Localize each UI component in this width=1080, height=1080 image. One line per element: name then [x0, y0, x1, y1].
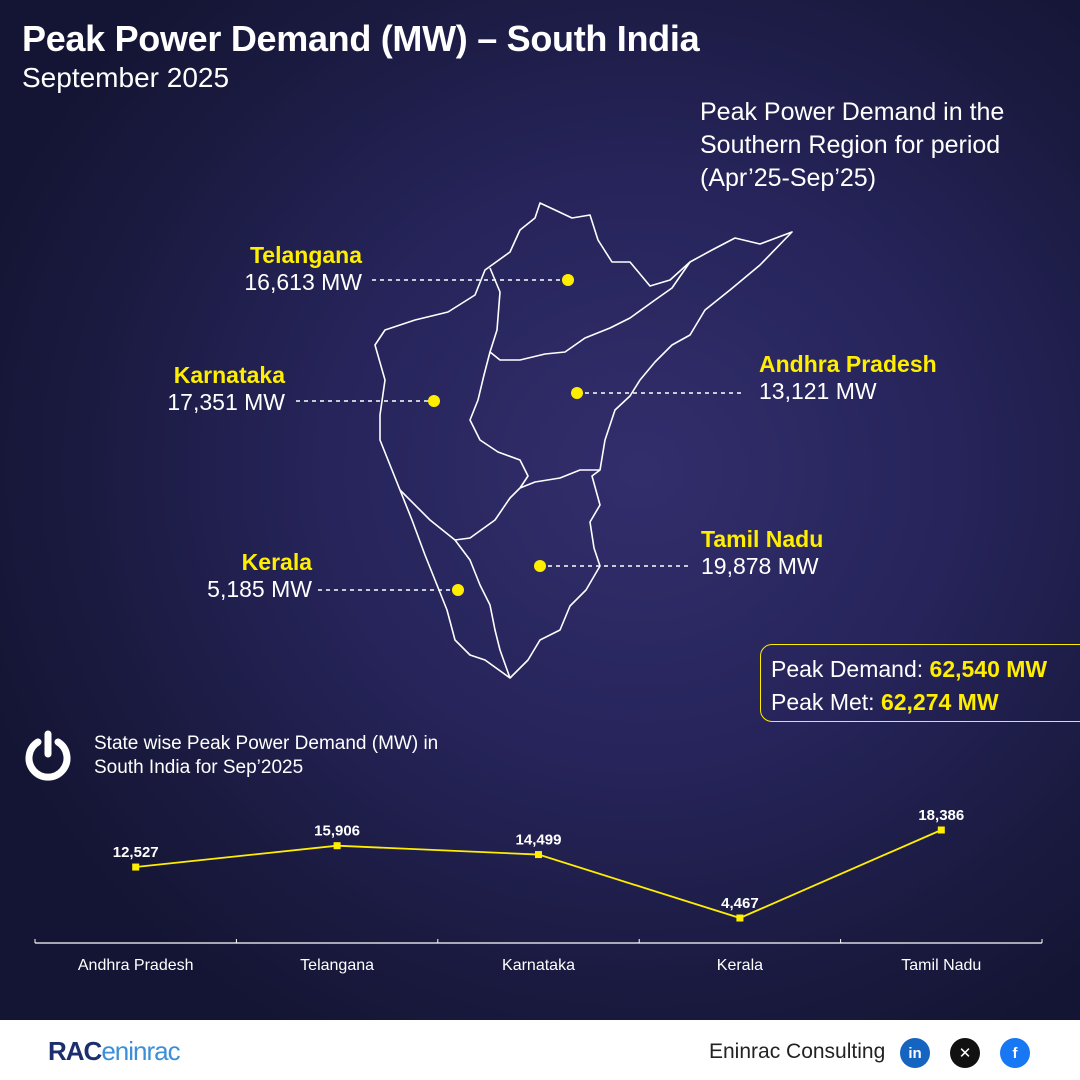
- logo-sub: eninrac: [101, 1036, 180, 1066]
- category-label: Telangana: [300, 957, 374, 974]
- border-karnataka-kerala: [399, 487, 521, 541]
- karnataka-name: Karnataka: [173, 362, 285, 388]
- data-point: [333, 842, 341, 850]
- period-note: Peak Power Demand in the Southern Region…: [700, 98, 1005, 192]
- data-point: [736, 914, 744, 922]
- tamil-dot: [534, 560, 546, 572]
- logo-main: RAC: [48, 1036, 102, 1066]
- line-chart-title: State wise Peak Power Demand (MW) in Sou…: [94, 733, 439, 778]
- linkedin-icon[interactable]: in: [900, 1038, 930, 1068]
- data-point: [937, 826, 945, 834]
- andhra-value: 13,121 MW: [759, 378, 877, 404]
- x-icon[interactable]: ✕: [950, 1038, 980, 1068]
- kerala-label: Kerala 5,185 MW: [207, 549, 312, 603]
- andhra-label: Andhra Pradesh 13,121 MW: [759, 351, 937, 405]
- state-line-chart: 12,527 15,906 14,499 4,467 18,386 Andhra Pra…: [34, 807, 1043, 974]
- category-label: Tamil Nadu: [901, 957, 981, 974]
- tamil-name: Tamil Nadu: [701, 526, 824, 552]
- andhra-dot: [571, 387, 583, 399]
- karnataka-dot: [428, 395, 440, 407]
- facebook-icon[interactable]: f: [1000, 1038, 1030, 1068]
- andhra-name: Andhra Pradesh: [759, 351, 937, 377]
- telangana-label: Telangana 16,613 MW: [244, 242, 362, 296]
- power-icon: [25, 730, 71, 781]
- category-label: Kerala: [717, 957, 763, 974]
- border-ap-tn: [519, 469, 600, 489]
- kerala-value: 5,185 MW: [207, 576, 312, 602]
- peak-demand-row: Peak Demand: 62,540 MW: [771, 653, 1080, 686]
- peak-met-value: 62,274 MW: [880, 689, 999, 715]
- data-label: 12,527: [113, 844, 159, 861]
- karnataka-value: 17,351 MW: [167, 389, 285, 415]
- page-subtitle: September 2025: [22, 62, 230, 93]
- brand-name: Eninrac Consulting: [709, 1040, 886, 1063]
- data-point: [535, 851, 542, 859]
- telangana-name: Telangana: [249, 242, 362, 268]
- tamil-label: Tamil Nadu 19,878 MW: [701, 526, 823, 580]
- eninrac-logo: RACeninrac: [48, 1036, 181, 1067]
- border-telangana: [489, 261, 691, 361]
- south-india-map: [374, 202, 793, 679]
- peak-met-row: Peak Met: 62,274 MW: [771, 686, 1080, 719]
- peak-demand-label: Peak Demand:: [771, 656, 930, 682]
- tamil-value: 19,878 MW: [701, 553, 819, 579]
- data-point: [132, 863, 140, 871]
- telangana-dot: [562, 274, 574, 286]
- telangana-value: 16,613 MW: [244, 269, 362, 295]
- category-label: Karnataka: [502, 957, 575, 974]
- region-outline: [374, 202, 793, 679]
- peak-summary-box: Peak Demand: 62,540 MW Peak Met: 62,274 …: [760, 644, 1080, 722]
- peak-demand-value: 62,540 MW: [929, 656, 1048, 682]
- kerala-dot: [452, 584, 464, 596]
- category-label: Andhra Pradesh: [78, 957, 194, 974]
- data-label: 4,467: [721, 895, 759, 912]
- data-label: 14,499: [516, 832, 562, 849]
- peak-met-label: Peak Met:: [771, 689, 881, 715]
- data-label: 18,386: [918, 807, 964, 824]
- page-title: Peak Power Demand (MW) – South India: [22, 18, 700, 59]
- karnataka-label: Karnataka 17,351 MW: [167, 362, 285, 416]
- data-label: 15,906: [314, 823, 360, 840]
- border-karnataka-andhra: [469, 351, 529, 489]
- border-kerala-tn: [454, 539, 511, 679]
- kerala-name: Kerala: [241, 549, 312, 575]
